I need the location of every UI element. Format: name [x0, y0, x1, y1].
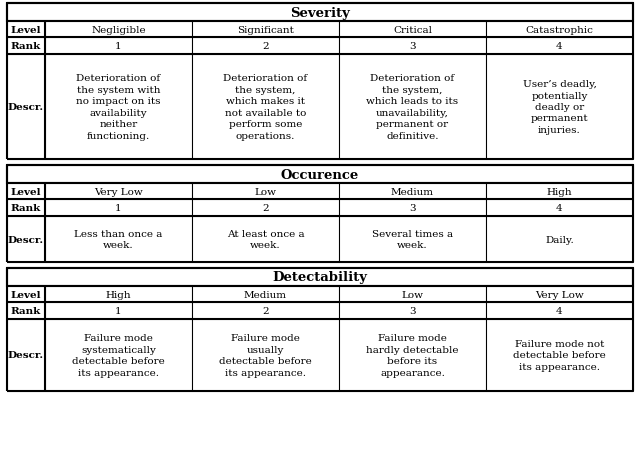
Bar: [192, 55, 339, 159]
Bar: [486, 217, 633, 262]
Bar: [7, 319, 45, 391]
Bar: [45, 38, 192, 55]
Text: Descr.: Descr.: [8, 351, 44, 360]
Bar: [486, 287, 633, 302]
Bar: [7, 302, 45, 319]
Text: Medium: Medium: [391, 187, 434, 196]
Bar: [486, 55, 633, 159]
Bar: [339, 287, 486, 302]
Text: High: High: [547, 187, 572, 196]
Text: Failure mode not
detectable before
its appearance.: Failure mode not detectable before its a…: [513, 339, 606, 371]
Bar: [45, 302, 192, 319]
Text: 1: 1: [115, 42, 122, 51]
Bar: [7, 4, 633, 22]
Bar: [192, 302, 339, 319]
Bar: [192, 184, 339, 199]
Text: 4: 4: [556, 204, 563, 213]
Text: Negligible: Negligible: [91, 25, 146, 34]
Text: 4: 4: [556, 307, 563, 315]
Bar: [192, 199, 339, 217]
Bar: [339, 55, 486, 159]
Text: Deterioration of
the system,
which leads to its
unavailability,
permanent or
def: Deterioration of the system, which leads…: [367, 74, 459, 140]
Bar: [7, 199, 45, 217]
Bar: [486, 199, 633, 217]
Bar: [7, 287, 45, 302]
Text: 1: 1: [115, 307, 122, 315]
Text: High: High: [106, 290, 131, 299]
Text: Descr.: Descr.: [8, 235, 44, 244]
Text: Significant: Significant: [237, 25, 294, 34]
Text: Low: Low: [401, 290, 424, 299]
Text: Occurence: Occurence: [281, 168, 359, 181]
Text: Level: Level: [11, 187, 41, 196]
Bar: [339, 302, 486, 319]
Bar: [45, 319, 192, 391]
Text: Critical: Critical: [393, 25, 432, 34]
Bar: [486, 22, 633, 38]
Bar: [45, 199, 192, 217]
Bar: [192, 287, 339, 302]
Text: Level: Level: [11, 290, 41, 299]
Text: 3: 3: [409, 42, 416, 51]
Bar: [45, 184, 192, 199]
Text: Deterioration of
the system,
which makes it
not available to
perform some
operat: Deterioration of the system, which makes…: [223, 74, 308, 140]
Text: Rank: Rank: [11, 307, 41, 315]
Text: Daily.: Daily.: [545, 235, 574, 244]
Bar: [339, 319, 486, 391]
Text: Deterioration of
the system with
no impact on its
availability
neither
functioni: Deterioration of the system with no impa…: [76, 74, 161, 140]
Text: 2: 2: [262, 42, 269, 51]
Text: 2: 2: [262, 204, 269, 213]
Text: 3: 3: [409, 204, 416, 213]
Bar: [486, 38, 633, 55]
Text: Detectability: Detectability: [273, 271, 367, 284]
Bar: [486, 302, 633, 319]
Bar: [7, 184, 45, 199]
Text: Very Low: Very Low: [535, 290, 584, 299]
Text: Descr.: Descr.: [8, 103, 44, 112]
Text: 1: 1: [115, 204, 122, 213]
Text: Rank: Rank: [11, 204, 41, 213]
Text: Catastrophic: Catastrophic: [525, 25, 593, 34]
Bar: [339, 199, 486, 217]
Text: Severity: Severity: [290, 7, 350, 20]
Bar: [7, 38, 45, 55]
Text: Failure mode
systematically
detectable before
its appearance.: Failure mode systematically detectable b…: [72, 334, 165, 377]
Bar: [486, 319, 633, 391]
Bar: [339, 38, 486, 55]
Text: 3: 3: [409, 307, 416, 315]
Bar: [7, 166, 633, 184]
Bar: [339, 184, 486, 199]
Bar: [45, 217, 192, 262]
Bar: [192, 217, 339, 262]
Bar: [192, 22, 339, 38]
Text: Very Low: Very Low: [94, 187, 143, 196]
Bar: [45, 287, 192, 302]
Bar: [7, 268, 633, 287]
Text: User’s deadly,
potentially
deadly or
permanent
injuries.: User’s deadly, potentially deadly or per…: [523, 80, 596, 135]
Bar: [7, 55, 45, 159]
Text: Failure mode
usually
detectable before
its appearance.: Failure mode usually detectable before i…: [219, 334, 312, 377]
Text: Rank: Rank: [11, 42, 41, 51]
Bar: [45, 22, 192, 38]
Bar: [339, 22, 486, 38]
Bar: [7, 22, 45, 38]
Bar: [192, 319, 339, 391]
Bar: [339, 217, 486, 262]
Bar: [45, 55, 192, 159]
Bar: [486, 184, 633, 199]
Text: At least once a
week.: At least once a week.: [227, 229, 304, 250]
Text: Medium: Medium: [244, 290, 287, 299]
Text: Level: Level: [11, 25, 41, 34]
Text: Failure mode
hardly detectable
before its
appearance.: Failure mode hardly detectable before it…: [366, 334, 459, 377]
Text: Less than once a
week.: Less than once a week.: [74, 229, 163, 250]
Text: Several times a
week.: Several times a week.: [372, 229, 453, 250]
Text: 2: 2: [262, 307, 269, 315]
Bar: [192, 38, 339, 55]
Text: 4: 4: [556, 42, 563, 51]
Text: Low: Low: [255, 187, 276, 196]
Bar: [7, 217, 45, 262]
